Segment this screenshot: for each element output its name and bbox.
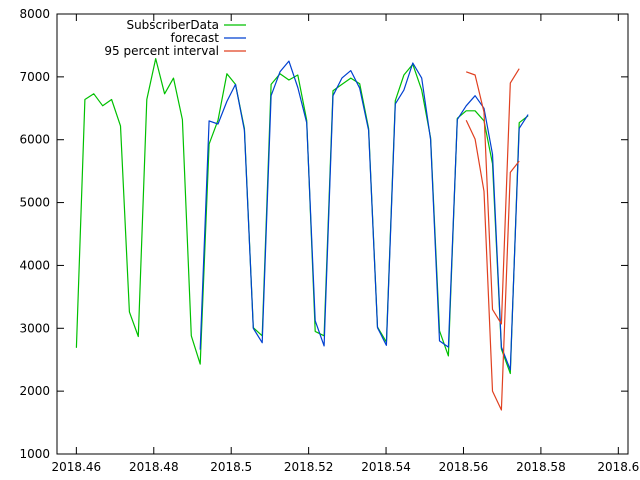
- x-tick-label: 2018.6: [597, 460, 639, 474]
- y-tick-label: 2000: [19, 384, 50, 398]
- x-tick-label: 2018.54: [361, 460, 411, 474]
- x-tick-label: 2018.56: [439, 460, 489, 474]
- legend-label-subscriberdata: SubscriberData: [126, 18, 219, 32]
- y-tick-label: 8000: [19, 7, 50, 21]
- y-tick-label: 4000: [19, 258, 50, 272]
- x-tick-label: 2018.52: [284, 460, 334, 474]
- series-line-95-percent-interval-1: [465, 119, 520, 411]
- legend: SubscriberData forecast 95 percent inter…: [104, 18, 246, 58]
- x-tick-label: 2018.48: [129, 460, 179, 474]
- y-tick-labels: 1000 2000 3000 4000 5000 6000 7000 8000: [19, 7, 50, 461]
- y-tick-label: 5000: [19, 196, 50, 210]
- axis-ticks: [57, 13, 628, 455]
- x-tick-label: 2018.58: [516, 460, 566, 474]
- y-tick-label: 1000: [19, 447, 50, 461]
- x-tick-label: 2018.46: [52, 460, 102, 474]
- series-line-95-percent-interval-0: [465, 68, 520, 325]
- series-line-forecast: [199, 60, 529, 371]
- legend-label-interval: 95 percent interval: [104, 44, 219, 58]
- plot-frame: [56, 13, 629, 455]
- y-tick-label: 6000: [19, 133, 50, 147]
- x-tick-label: 2018.5: [210, 460, 252, 474]
- y-tick-label: 7000: [19, 70, 50, 84]
- y-tick-label: 3000: [19, 321, 50, 335]
- plot-area: 2018.46 2018.48 2018.5 2018.52 2018.54 2018.5…: [19, 7, 639, 474]
- x-tick-labels: 2018.46 2018.48 2018.5 2018.52 2018.54 2018.5…: [52, 460, 640, 474]
- legend-label-forecast: forecast: [170, 31, 219, 45]
- series-lines: [75, 57, 529, 411]
